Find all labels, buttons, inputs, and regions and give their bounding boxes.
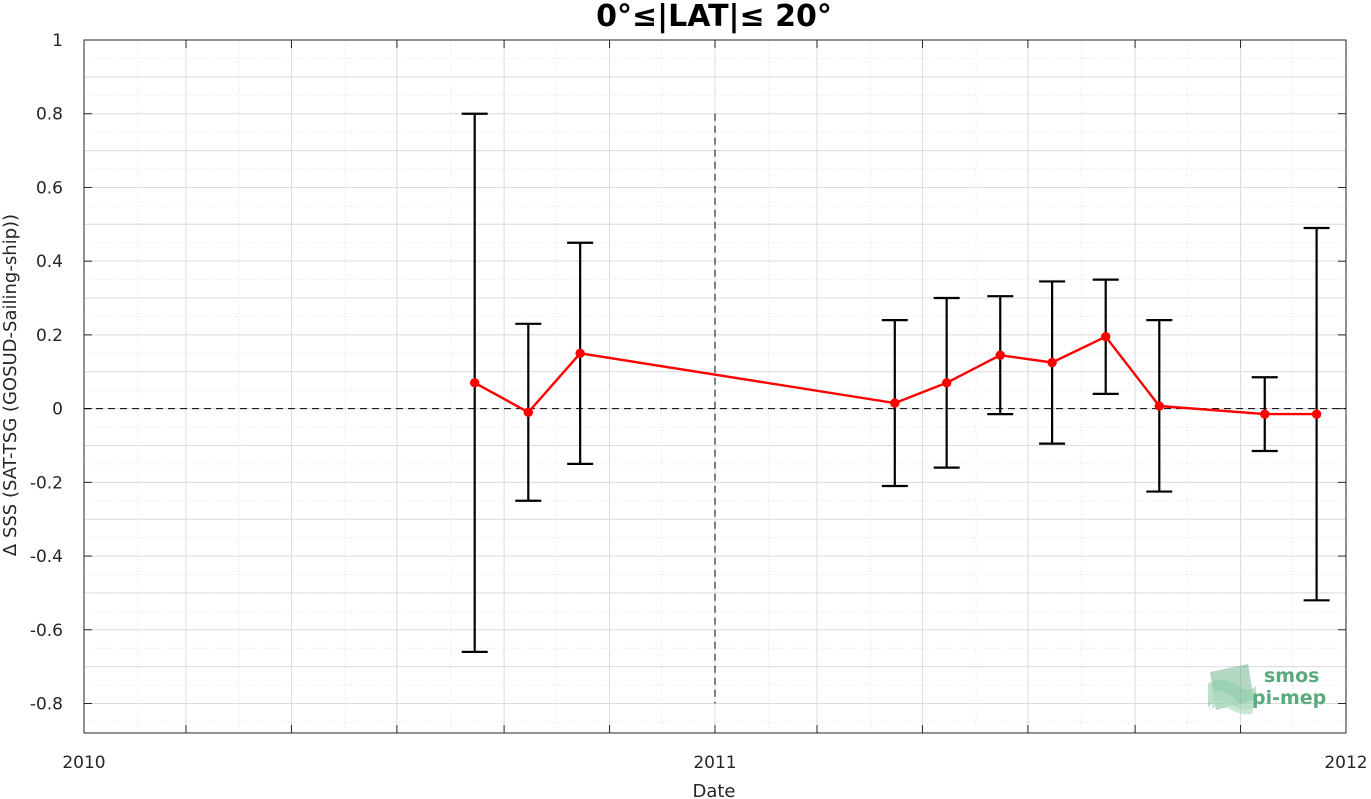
data-point — [995, 350, 1005, 360]
smos-pi-mep-logo: smos pi-mep — [1208, 664, 1326, 715]
y-tick-label: 0.6 — [36, 178, 63, 198]
y-tick-label: -0.4 — [30, 547, 63, 567]
logo-line2: pi-mep — [1252, 687, 1326, 709]
data-point — [1311, 409, 1322, 419]
y-tick-labels: 1 0.8 0.6 0.4 0.2 0 -0.2 -0.4 -0.6 -0.8 — [30, 31, 63, 715]
x-axis-label: Date — [692, 781, 735, 799]
y-tick-label: 0.2 — [36, 326, 63, 346]
data-point — [575, 348, 585, 359]
logo-line1: smos — [1264, 665, 1319, 687]
data-point — [1101, 332, 1111, 342]
data-point — [470, 378, 480, 388]
x-tick-labels: 2010 2011 2012 — [62, 753, 1367, 773]
data-point — [941, 378, 952, 388]
chart-title: 0°≤|LAT|≤ 20° — [596, 0, 832, 34]
data-point — [523, 407, 533, 418]
x-tick-label: 2011 — [693, 753, 736, 773]
reference-lines — [84, 113, 1346, 704]
data-markers — [470, 332, 1322, 419]
data-point — [1260, 409, 1270, 419]
data-point — [1154, 401, 1164, 411]
error-bars — [461, 112, 1330, 654]
y-axis-label: Δ SSS (SAT-TSG (GOSUD-Sailing-ship)) — [0, 214, 21, 556]
y-tick-label: -0.2 — [30, 473, 63, 493]
y-tick-label: 0.8 — [36, 105, 63, 125]
x-tick-label: 2012 — [1324, 753, 1367, 773]
data-point — [890, 398, 900, 408]
y-tick-label: 0 — [52, 400, 63, 420]
y-tick-label: 0.4 — [36, 252, 63, 272]
x-tick-label: 2010 — [62, 753, 105, 773]
y-tick-label: -0.6 — [30, 621, 63, 641]
logo-swirl-icon — [1208, 664, 1256, 715]
y-tick-label: 1 — [52, 31, 63, 51]
y-tick-label: -0.8 — [30, 695, 63, 715]
data-point — [1047, 357, 1057, 368]
